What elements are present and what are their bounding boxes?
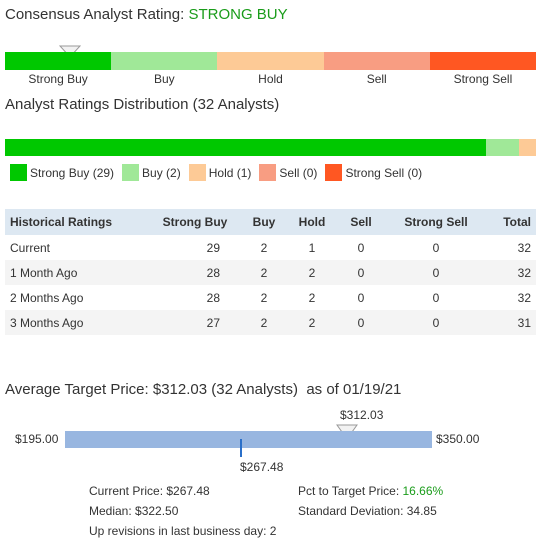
table-cell: 2: [240, 310, 288, 335]
pct-to-target-label: Pct to Target Price:: [298, 484, 400, 498]
table-cell: 29: [206, 240, 220, 255]
consensus-label: Strong Buy: [28, 72, 88, 86]
table-header: Strong Sell: [386, 209, 486, 235]
current-price-tick: [240, 439, 242, 457]
table-header: Sell: [336, 209, 386, 235]
consensus-seg-hold: [217, 52, 324, 70]
median-info: Median: $322.50: [89, 504, 179, 518]
table-header: Historical Ratings: [5, 209, 150, 235]
table-cell: 2: [240, 260, 288, 285]
legend-label: Buy (2): [142, 165, 181, 180]
avg-target-label: $312.03: [340, 408, 384, 422]
pct-to-target-value: 16.66%: [402, 484, 444, 498]
low-target-label: $195.00: [15, 432, 59, 446]
table-header: Buy: [240, 209, 288, 235]
consensus-label: Hold: [258, 72, 283, 86]
table-row: Current 29 2 1 0 0 32: [5, 235, 536, 260]
table-cell: 0: [386, 310, 486, 335]
table-cell: 28: [206, 290, 220, 305]
table-cell: 0: [386, 260, 486, 285]
legend-item: Buy (2): [122, 164, 181, 181]
table-row: 2 Months Ago 28 2 2 0 0 32: [5, 285, 536, 310]
table-cell: 2: [288, 260, 336, 285]
historical-ratings-table: Historical Ratings Strong Buy Buy Hold S…: [5, 209, 536, 335]
target-as-of: as of 01/19/21: [306, 381, 402, 398]
consensus-heading: Consensus Analyst Rating: STRONG BUY: [5, 6, 288, 23]
target-price-title: Average Target Price: $312.03 (32 Analys…: [5, 381, 298, 398]
dist-seg-strong-buy: [5, 139, 487, 156]
legend-swatch: [259, 164, 277, 181]
high-target-label: $350.00: [436, 432, 480, 446]
consensus-seg-strong-sell: [429, 52, 537, 70]
table-cell: 32: [486, 260, 536, 285]
dist-seg-hold: [519, 139, 536, 156]
table-header: Strong Buy: [150, 209, 240, 235]
table-row: 3 Months Ago 27 2 2 0 0 31: [5, 310, 536, 335]
up-revisions-info: Up revisions in last business day: 2: [89, 524, 277, 538]
consensus-seg-sell: [323, 52, 430, 70]
legend-item: Strong Sell (0): [325, 164, 422, 181]
legend-swatch: [188, 164, 206, 181]
consensus-seg-strong-buy: [5, 52, 112, 70]
consensus-seg-buy: [111, 52, 218, 70]
table-cell: 1: [308, 240, 316, 255]
table-cell: 27: [150, 310, 240, 335]
consensus-rating: STRONG BUY: [188, 6, 288, 23]
current-price-label: $267.48: [240, 460, 284, 474]
table-header: Total: [486, 209, 536, 235]
current-price-info: Current Price: $267.48: [89, 484, 210, 498]
legend-swatch: [325, 164, 343, 181]
legend-swatch: [122, 164, 140, 181]
table-cell: 0: [357, 290, 365, 305]
legend-label: Strong Sell (0): [345, 165, 423, 180]
legend-label: Strong Buy (29): [30, 165, 115, 180]
table-cell: 31: [486, 310, 536, 335]
table-header: Hold: [288, 209, 336, 235]
table-cell: 2: [260, 290, 268, 305]
table-cell: 32: [517, 240, 531, 255]
table-cell: 32: [517, 290, 531, 305]
legend-label: Hold (1): [208, 165, 252, 180]
table-cell: 0: [336, 310, 386, 335]
target-price-heading: Average Target Price: $312.03 (32 Analys…: [5, 381, 401, 398]
table-cell: Current: [10, 240, 51, 255]
table-cell: 0: [432, 290, 440, 305]
pct-to-target-info: Pct to Target Price: 16.66%: [298, 484, 443, 498]
consensus-label: Strong Sell: [453, 72, 513, 86]
legend-item: Sell (0): [259, 164, 317, 181]
legend-label: Sell (0): [279, 165, 318, 180]
table-header-row: Historical Ratings Strong Buy Buy Hold S…: [5, 209, 536, 235]
table-cell: 2 Months Ago: [10, 290, 84, 305]
consensus-labels: Strong Buy Buy Hold Sell Strong Sell: [5, 72, 536, 86]
table-cell: 0: [336, 260, 386, 285]
distribution-legend: Strong Buy (29) Buy (2) Hold (1) Sell (0…: [10, 164, 430, 181]
consensus-marker-icon: [59, 45, 81, 58]
table-cell: 0: [432, 240, 440, 255]
consensus-label: Sell: [366, 72, 387, 86]
std-dev-info: Standard Deviation: 34.85: [298, 504, 437, 518]
dist-seg-buy: [486, 139, 520, 156]
legend-item: Hold (1): [188, 164, 252, 181]
table-cell: 1 Month Ago: [5, 260, 150, 285]
table-cell: 0: [357, 240, 365, 255]
legend-swatch: [10, 164, 27, 181]
table-cell: 3 Months Ago: [5, 310, 150, 335]
consensus-title: Consensus Analyst Rating:: [5, 6, 185, 23]
table-row: 1 Month Ago 28 2 2 0 0 32: [5, 260, 536, 285]
table-cell: 2: [288, 310, 336, 335]
distribution-bar: [5, 139, 536, 156]
legend-item: Strong Buy (29): [10, 164, 114, 181]
table-cell: 28: [150, 260, 240, 285]
consensus-label: Buy: [153, 72, 175, 86]
target-range-bar: [65, 431, 432, 448]
table-cell: 2: [308, 290, 316, 305]
consensus-bar: [5, 52, 537, 70]
distribution-title: Analyst Ratings Distribution (32 Analyst…: [5, 96, 280, 113]
table-cell: 2: [260, 240, 268, 255]
